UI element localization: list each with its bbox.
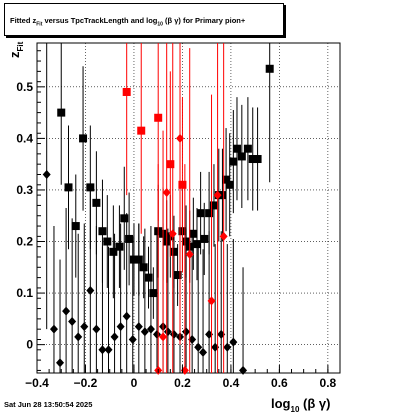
data-point-diamond	[134, 322, 143, 332]
plot-frame	[36, 42, 341, 374]
data-point-diamond	[169, 329, 178, 339]
data-point-square	[166, 160, 175, 169]
data-point-square	[120, 214, 129, 223]
axes: −0.4 −0.2 0 0.2 0.4 0.6 0.8 0 0.1 0.2 0.3 0.4 0.5	[16, 50, 341, 390]
data-point-diamond	[182, 327, 191, 337]
data-point-square	[71, 222, 80, 231]
data-point-diamond	[122, 311, 131, 321]
data-point-square	[222, 175, 231, 184]
data-point-diamond	[68, 316, 77, 326]
data-point-square	[248, 155, 257, 164]
data-point-square	[178, 180, 187, 189]
data-point-diamond	[229, 337, 238, 347]
data-point-diamond	[74, 332, 83, 342]
data-point-diamond	[98, 345, 107, 355]
y-tick-label: 0.3	[16, 183, 33, 197]
data-point-diamond	[159, 332, 168, 342]
title-box: Fitted zFit versus TpcTrackLength and lo…	[4, 3, 284, 36]
data-point-square	[253, 155, 262, 164]
data-point-diamond	[49, 324, 58, 334]
data-point-diamond	[199, 347, 208, 357]
data-point-diamond	[140, 327, 149, 337]
data-point-square	[144, 273, 153, 282]
data-point-square	[200, 234, 209, 243]
data-point-diamond	[104, 345, 113, 355]
data-point-square	[192, 240, 201, 249]
data-point-square	[149, 289, 158, 298]
data-point-diamond	[110, 332, 119, 342]
data-point-square	[218, 191, 227, 200]
data-point-square	[205, 209, 214, 218]
x-axis-label: log10 (β γ)	[271, 396, 330, 414]
data-point-square	[225, 180, 234, 189]
grid	[37, 43, 340, 373]
data-point-diamond	[62, 306, 71, 316]
data-point-diamond	[223, 342, 232, 352]
data-point-diamond	[146, 324, 155, 334]
data-point-diamond	[185, 249, 194, 259]
data-point-diamond	[56, 358, 65, 368]
x-tick-label: −0.2	[74, 376, 98, 390]
data-point-square	[154, 113, 163, 122]
data-point-square	[79, 134, 88, 143]
data-point-diamond	[80, 322, 89, 332]
y-tick-label: 0.4	[16, 131, 33, 145]
data-point-square	[137, 126, 146, 135]
data-point-diamond	[219, 231, 228, 241]
data-point-diamond	[168, 229, 177, 239]
y-axis-label: zFit	[7, 41, 25, 58]
chart-title: Fitted zFit versus TpcTrackLength and lo…	[10, 16, 246, 28]
x-tick-label: 0.4	[223, 376, 240, 390]
data-marks	[42, 43, 274, 375]
data-point-square	[237, 152, 246, 161]
data-point-diamond	[213, 190, 222, 200]
x-tick-label: 0.6	[271, 376, 288, 390]
data-point-diamond	[163, 327, 172, 337]
data-point-square	[232, 144, 241, 153]
x-tick-label: 0.8	[320, 376, 337, 390]
data-point-square	[57, 108, 66, 117]
x-tick-label: 0.2	[174, 376, 191, 390]
data-point-square	[125, 234, 134, 243]
data-point-diamond	[152, 329, 161, 339]
data-point-diamond	[207, 296, 216, 306]
y-tick-label: 0.1	[16, 286, 33, 300]
y-tick-label: 0	[26, 338, 33, 352]
data-point-square	[109, 247, 118, 256]
data-point-square	[209, 201, 218, 210]
data-point-square	[129, 255, 138, 264]
data-point-square	[139, 263, 148, 272]
data-point-square	[196, 209, 205, 218]
data-point-diamond	[194, 342, 203, 352]
data-point-diamond	[42, 169, 51, 179]
data-point-diamond	[116, 322, 125, 332]
data-point-square	[173, 271, 182, 280]
data-point-square	[92, 198, 101, 207]
data-point-square	[98, 227, 107, 236]
data-point-square	[265, 64, 274, 73]
timestamp: Sat Jun 28 13:50:54 2025	[4, 400, 93, 409]
data-point-diamond	[128, 334, 137, 344]
data-point-square	[229, 157, 238, 166]
data-point-diamond	[176, 133, 185, 143]
data-point-square	[189, 229, 198, 238]
data-point-diamond	[162, 188, 171, 198]
data-point-square	[64, 183, 73, 192]
data-point-diamond	[86, 286, 95, 295]
x-tick-label: −0.4	[25, 376, 49, 390]
y-tick-label: 0.2	[16, 235, 33, 249]
data-point-diamond	[92, 324, 101, 334]
x-tick-label: 0	[131, 376, 138, 390]
y-tick-label: 0.5	[16, 80, 33, 94]
data-point-square	[122, 87, 131, 96]
data-point-square	[243, 144, 252, 153]
data-point-square	[103, 237, 112, 246]
data-point-square	[115, 242, 124, 251]
